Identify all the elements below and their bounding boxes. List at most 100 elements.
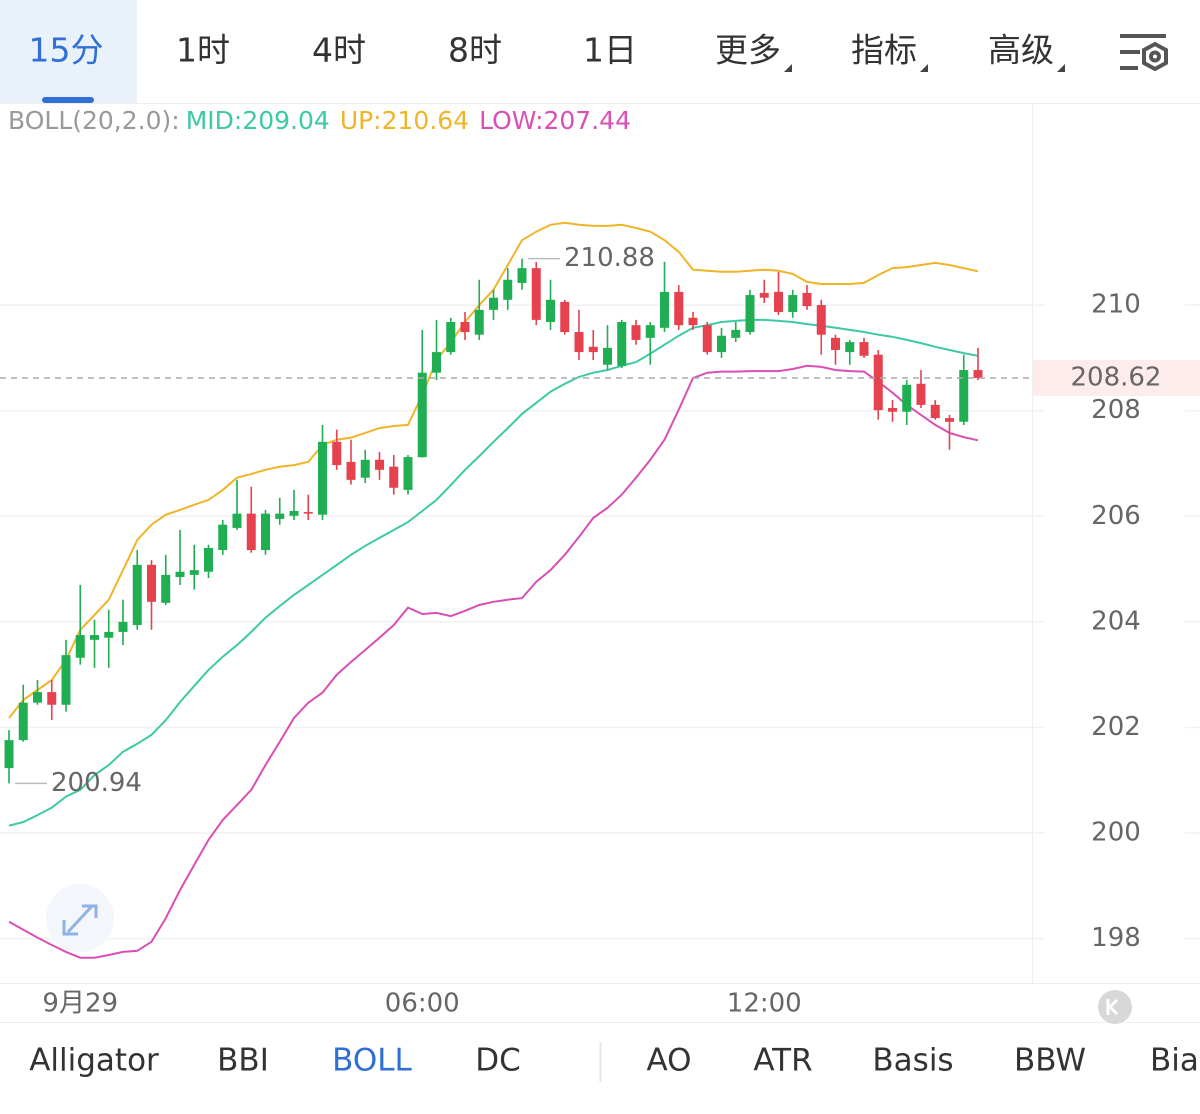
indicator-legend: BOLL(20,2.0): MID:209.04 UP:210.64 LOW:207.… xyxy=(8,106,631,135)
candle-body xyxy=(731,329,741,338)
candle-body xyxy=(147,564,156,602)
candle-body xyxy=(417,372,427,458)
candle-body xyxy=(474,309,484,335)
candle-body xyxy=(403,457,413,490)
candle-body xyxy=(132,564,142,626)
candle-body xyxy=(318,441,327,515)
candle-body xyxy=(460,321,470,333)
y-tick-label: 206 xyxy=(1091,501,1141,531)
y-tick-label: 200 xyxy=(1091,818,1141,848)
candle-body xyxy=(888,408,897,412)
candle-body xyxy=(759,292,769,298)
candle-body xyxy=(916,383,926,405)
candle-body xyxy=(973,370,983,378)
candle-body xyxy=(574,332,584,353)
candle-body xyxy=(246,513,256,551)
settings-icon[interactable] xyxy=(1120,34,1168,72)
legend-value: 207.44 xyxy=(544,106,631,135)
candle-body xyxy=(90,635,99,640)
dropdown-marker xyxy=(920,64,928,72)
candle-body xyxy=(816,305,826,335)
candle-body xyxy=(588,346,598,353)
legend-value: 210.64 xyxy=(382,106,469,135)
y-tick-label: 210 xyxy=(1091,290,1141,320)
candle-body xyxy=(47,692,57,705)
indicator-tab[interactable]: AO xyxy=(646,1043,691,1079)
time-tab[interactable]: 指标 xyxy=(851,31,917,70)
candle-body xyxy=(645,325,655,338)
y-tick-label: 198 xyxy=(1091,923,1141,953)
selected-tab-bg xyxy=(0,0,137,103)
candle-body xyxy=(531,268,541,320)
time-tab[interactable]: 高级 xyxy=(988,31,1054,70)
candle-body xyxy=(75,635,85,658)
indicator-label: BOLL(20,2.0): xyxy=(8,106,180,135)
candle-body xyxy=(360,459,370,478)
candle-body xyxy=(289,511,299,516)
selected-tab-indicator xyxy=(42,97,94,103)
candle-body xyxy=(660,291,669,328)
candle-body xyxy=(275,513,285,519)
time-tab[interactable]: 15分 xyxy=(29,31,104,70)
time-tab[interactable]: 更多 xyxy=(715,31,781,70)
indicator-tab[interactable]: DC xyxy=(475,1043,521,1079)
candle-body xyxy=(503,279,513,300)
legend-name: MID: xyxy=(186,106,243,135)
scroll-back-button[interactable] xyxy=(1098,990,1132,1024)
candle-body xyxy=(745,295,755,333)
indicator-tab[interactable]: ATR xyxy=(753,1043,812,1079)
dropdown-marker xyxy=(784,64,792,72)
candle-body xyxy=(4,740,14,769)
candle-body xyxy=(489,297,498,310)
candle-body xyxy=(232,513,242,528)
candle-body xyxy=(61,655,71,705)
legend-name: LOW: xyxy=(479,106,543,135)
band-line xyxy=(8,364,979,959)
indicator-tab[interactable]: Basis xyxy=(872,1043,953,1079)
candle-body xyxy=(845,342,855,353)
y-tick-label: 208 xyxy=(1091,395,1141,425)
candle-body xyxy=(674,291,684,326)
candle-body xyxy=(831,337,840,350)
candle-body xyxy=(389,466,399,488)
candle-body xyxy=(631,325,641,340)
indicator-tab[interactable]: BOLL xyxy=(332,1043,412,1079)
candle-body xyxy=(774,291,783,312)
candle-body xyxy=(189,570,199,575)
candle-body xyxy=(717,335,726,353)
candle-body xyxy=(788,295,798,312)
candle-body xyxy=(688,317,698,326)
candle-body xyxy=(303,512,313,514)
candle-body xyxy=(873,354,883,411)
candle-body xyxy=(546,299,555,322)
candle-body xyxy=(161,574,171,603)
candle-body xyxy=(902,384,912,412)
indicator-tab[interactable]: Alligator xyxy=(29,1043,159,1079)
time-tab[interactable]: 4时 xyxy=(312,31,366,70)
candle-body xyxy=(702,325,712,353)
last-price-tag xyxy=(1033,359,1200,396)
candle-body xyxy=(204,547,213,572)
legend-value: 209.04 xyxy=(242,106,329,135)
candle-body xyxy=(560,301,570,333)
candle-body xyxy=(118,621,128,632)
legend-name: UP: xyxy=(340,106,382,135)
candle-body xyxy=(104,631,114,638)
candle-body xyxy=(375,459,384,470)
expand-button[interactable] xyxy=(46,884,114,952)
y-tick-label: 202 xyxy=(1091,712,1141,742)
candle-body xyxy=(802,292,812,307)
indicator-tab[interactable]: BBI xyxy=(217,1043,269,1079)
candle-body xyxy=(175,571,185,577)
time-tab[interactable]: 1日 xyxy=(583,31,637,70)
candle-body xyxy=(959,370,969,422)
time-tab[interactable]: 8时 xyxy=(448,31,502,70)
x-tick-label: 06:00 xyxy=(385,989,460,1019)
extreme-label: 200.94 xyxy=(51,768,142,798)
time-tab[interactable]: 1时 xyxy=(176,31,230,70)
indicator-tab[interactable]: Bias xyxy=(1150,1043,1200,1079)
indicator-tab[interactable]: BBW xyxy=(1014,1043,1086,1079)
candle-body xyxy=(218,524,228,551)
extreme-label: 210.88 xyxy=(564,243,655,273)
band-line xyxy=(8,318,979,827)
